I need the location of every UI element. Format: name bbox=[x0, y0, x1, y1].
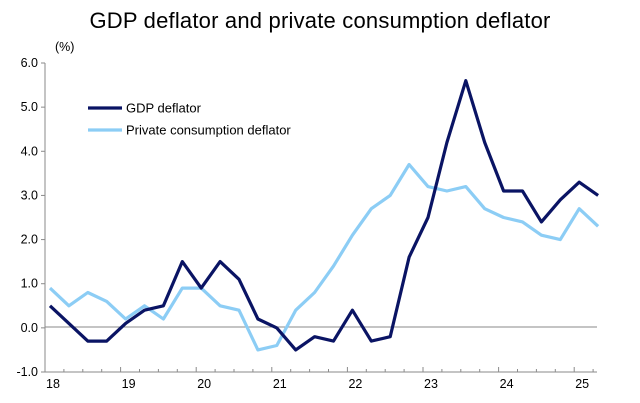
chart-title: GDP deflator and private consumption def… bbox=[89, 8, 551, 33]
y-tick-label: 0.0 bbox=[21, 321, 38, 335]
legend-label: GDP deflator bbox=[126, 101, 202, 116]
x-tick-label: 20 bbox=[197, 377, 211, 391]
legend-label: Private consumption deflator bbox=[126, 123, 291, 138]
y-tick-label: 1.0 bbox=[21, 277, 38, 291]
series-line-gdp-deflator bbox=[48, 79, 600, 352]
legend: GDP deflator Private consumption deflator bbox=[88, 101, 291, 138]
y-tick-label: 2.0 bbox=[21, 233, 38, 247]
y-tick-label: 6.0 bbox=[21, 56, 38, 70]
y-axis-ticks: 6.0 5.0 4.0 3.0 2.0 1.0 0.0 -1.0 bbox=[16, 56, 45, 379]
series-lines bbox=[48, 79, 600, 352]
series-line-private-consumption-deflator bbox=[48, 162, 600, 352]
x-tick-label: 19 bbox=[122, 377, 136, 391]
y-tick-label: 5.0 bbox=[21, 100, 38, 114]
x-tick-label: 23 bbox=[424, 377, 438, 391]
x-tick-label: 18 bbox=[46, 377, 60, 391]
x-tick-label: 21 bbox=[273, 377, 287, 391]
axes bbox=[44, 63, 597, 372]
y-axis-unit-label: (%) bbox=[55, 40, 74, 54]
y-tick-label: -1.0 bbox=[16, 365, 38, 379]
x-tick-label: 25 bbox=[575, 377, 589, 391]
x-tick-label: 24 bbox=[500, 377, 514, 391]
y-tick-label: 4.0 bbox=[21, 144, 38, 158]
x-tick-label: 22 bbox=[348, 377, 362, 391]
x-axis-ticks: 18 19 20 21 22 23 24 25 bbox=[44, 367, 597, 391]
y-tick-label: 3.0 bbox=[21, 188, 38, 202]
